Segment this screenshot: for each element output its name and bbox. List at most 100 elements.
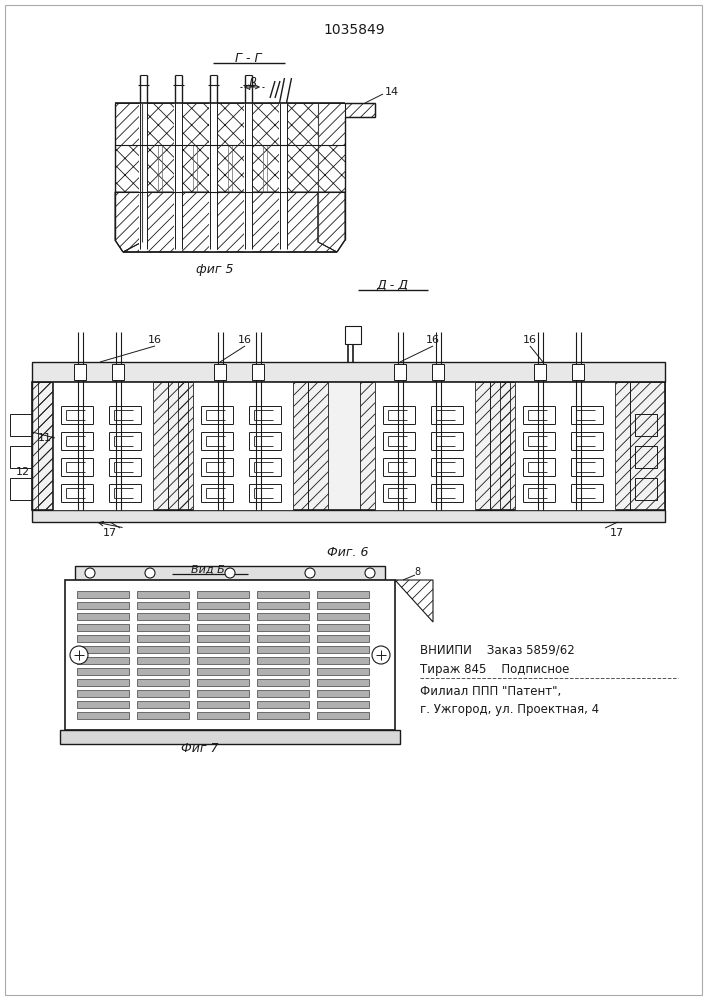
Bar: [317, 679, 369, 686]
Bar: [10, 414, 32, 436]
Bar: [32, 510, 665, 522]
Bar: [257, 712, 309, 719]
Bar: [197, 668, 249, 675]
Bar: [375, 382, 475, 510]
Text: 16: 16: [523, 335, 537, 345]
Text: фиг 5: фиг 5: [197, 263, 234, 276]
Bar: [257, 690, 309, 697]
Bar: [432, 364, 444, 380]
Bar: [197, 712, 249, 719]
Bar: [137, 690, 189, 697]
Bar: [112, 364, 124, 380]
Bar: [10, 478, 32, 500]
Bar: [252, 364, 264, 380]
Bar: [77, 657, 129, 664]
Circle shape: [225, 568, 235, 578]
Bar: [137, 712, 189, 719]
Bar: [197, 690, 249, 697]
Bar: [257, 613, 309, 620]
Bar: [197, 657, 249, 664]
Bar: [74, 364, 86, 380]
Bar: [32, 382, 665, 510]
Bar: [197, 635, 249, 642]
Bar: [137, 657, 189, 664]
Bar: [137, 646, 189, 653]
Bar: [32, 362, 665, 382]
Bar: [394, 364, 406, 380]
Bar: [197, 591, 249, 598]
Bar: [317, 690, 369, 697]
Bar: [137, 624, 189, 631]
Bar: [137, 602, 189, 609]
Bar: [317, 657, 369, 664]
Text: ВНИИПИ    Заказ 5859/62: ВНИИПИ Заказ 5859/62: [420, 644, 575, 656]
Text: β: β: [248, 78, 256, 91]
Bar: [279, 103, 287, 252]
Bar: [137, 591, 189, 598]
Bar: [137, 679, 189, 686]
Bar: [139, 103, 147, 252]
Circle shape: [85, 568, 95, 578]
Bar: [60, 730, 400, 744]
Bar: [145, 580, 155, 725]
Text: Д - Д: Д - Д: [376, 278, 408, 292]
Text: 12: 12: [16, 467, 30, 477]
Bar: [257, 657, 309, 664]
Bar: [317, 624, 369, 631]
Bar: [257, 624, 309, 631]
Bar: [214, 364, 226, 380]
Bar: [317, 646, 369, 653]
Bar: [77, 613, 129, 620]
Bar: [137, 613, 189, 620]
Bar: [77, 635, 129, 642]
Text: Фиг. 6: Фиг. 6: [327, 546, 369, 558]
Bar: [257, 591, 309, 598]
Bar: [317, 712, 369, 719]
Text: Фиг 7: Фиг 7: [181, 742, 218, 754]
Bar: [317, 635, 369, 642]
Bar: [137, 668, 189, 675]
Bar: [317, 591, 369, 598]
Bar: [515, 382, 615, 510]
Bar: [77, 679, 129, 686]
Text: 16: 16: [238, 335, 252, 345]
Bar: [77, 712, 129, 719]
Bar: [77, 602, 129, 609]
Bar: [317, 613, 369, 620]
Text: 17: 17: [610, 528, 624, 538]
Bar: [257, 635, 309, 642]
Bar: [197, 679, 249, 686]
Text: Тираж 845    Подписное: Тираж 845 Подписное: [420, 662, 569, 676]
Bar: [174, 103, 182, 252]
Bar: [75, 566, 385, 580]
Bar: [534, 364, 546, 380]
Text: 8: 8: [414, 567, 420, 577]
Text: 1035849: 1035849: [323, 23, 385, 37]
Bar: [53, 382, 153, 510]
Text: 14: 14: [385, 87, 399, 97]
Bar: [635, 478, 657, 500]
Bar: [365, 580, 375, 725]
Bar: [225, 580, 235, 725]
Bar: [257, 701, 309, 708]
Bar: [317, 602, 369, 609]
Bar: [77, 701, 129, 708]
Text: 17: 17: [103, 528, 117, 538]
Bar: [197, 613, 249, 620]
Text: 11: 11: [38, 433, 52, 443]
Text: 16: 16: [148, 335, 162, 345]
Bar: [257, 679, 309, 686]
Circle shape: [145, 568, 155, 578]
Bar: [572, 364, 584, 380]
Text: Г - Г: Г - Г: [235, 51, 262, 64]
Bar: [305, 580, 315, 725]
Bar: [635, 446, 657, 468]
Bar: [137, 635, 189, 642]
Bar: [197, 646, 249, 653]
Bar: [197, 701, 249, 708]
Bar: [77, 690, 129, 697]
Text: Вид Б: Вид Б: [191, 565, 225, 575]
Bar: [244, 103, 252, 252]
Text: 16: 16: [426, 335, 440, 345]
Bar: [635, 414, 657, 436]
